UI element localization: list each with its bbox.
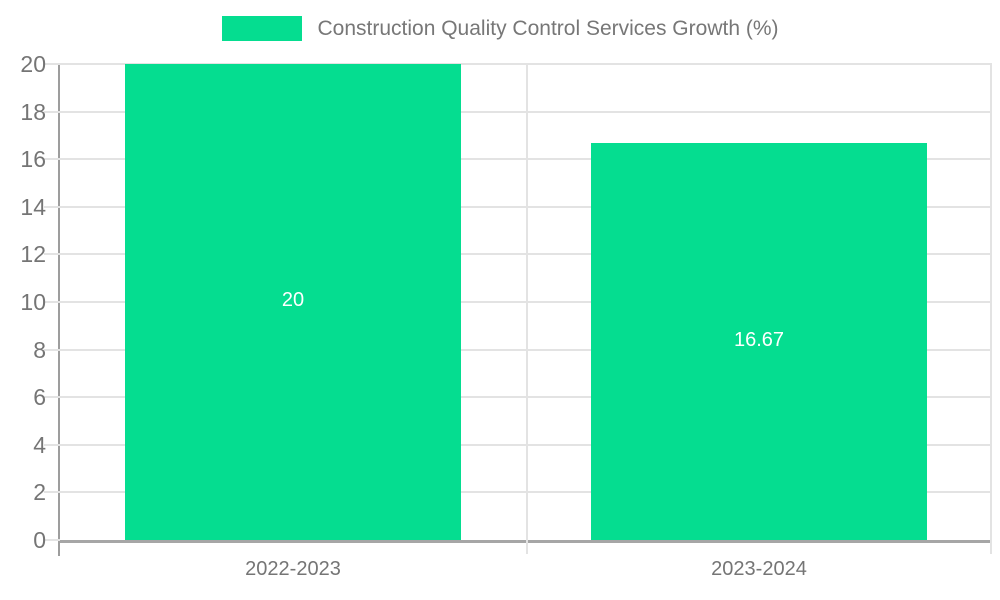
y-tick-label: 14	[20, 193, 46, 220]
y-axis-tick	[44, 396, 60, 399]
y-tick-label: 8	[33, 336, 46, 363]
y-axis-tick	[44, 110, 60, 113]
y-tick-label: 12	[20, 241, 46, 268]
y-axis-tick	[44, 158, 60, 161]
y-tick-label: 2	[33, 479, 46, 506]
y-axis-tick	[44, 253, 60, 256]
legend-label: Construction Quality Control Services Gr…	[317, 16, 779, 40]
y-axis-tick	[44, 491, 60, 494]
plot-area: 20 16.67	[44, 63, 992, 556]
y-tick-label: 18	[20, 98, 46, 125]
y-tick-label: 4	[33, 431, 46, 458]
y-axis-tick	[44, 348, 60, 351]
y-tick-label: 20	[20, 51, 46, 77]
x-tick-label: 2022-2023	[245, 558, 341, 580]
y-axis-tick	[44, 443, 60, 446]
y-axis-tick	[44, 63, 60, 65]
y-tick-label: 0	[33, 527, 46, 553]
bar: 16.67	[591, 143, 927, 540]
y-axis-tick	[44, 301, 60, 303]
y-axis-tick	[44, 539, 60, 541]
y-tick-label: 6	[33, 384, 46, 411]
x-tick-label: 2023-2024	[711, 558, 807, 580]
y-tick-label: 10	[20, 289, 46, 315]
chart-legend: Construction Quality Control Services Gr…	[0, 16, 1000, 41]
bar: 20	[125, 64, 461, 540]
y-axis-line	[58, 64, 60, 556]
y-axis-tick	[44, 205, 60, 208]
y-tick-label: 16	[20, 146, 46, 173]
gridline-vertical	[526, 64, 528, 554]
bar-value-label: 16.67	[733, 328, 785, 351]
bar-value-label: 20	[281, 289, 305, 311]
gridline-vertical	[990, 64, 992, 554]
legend-swatch	[221, 16, 302, 41]
